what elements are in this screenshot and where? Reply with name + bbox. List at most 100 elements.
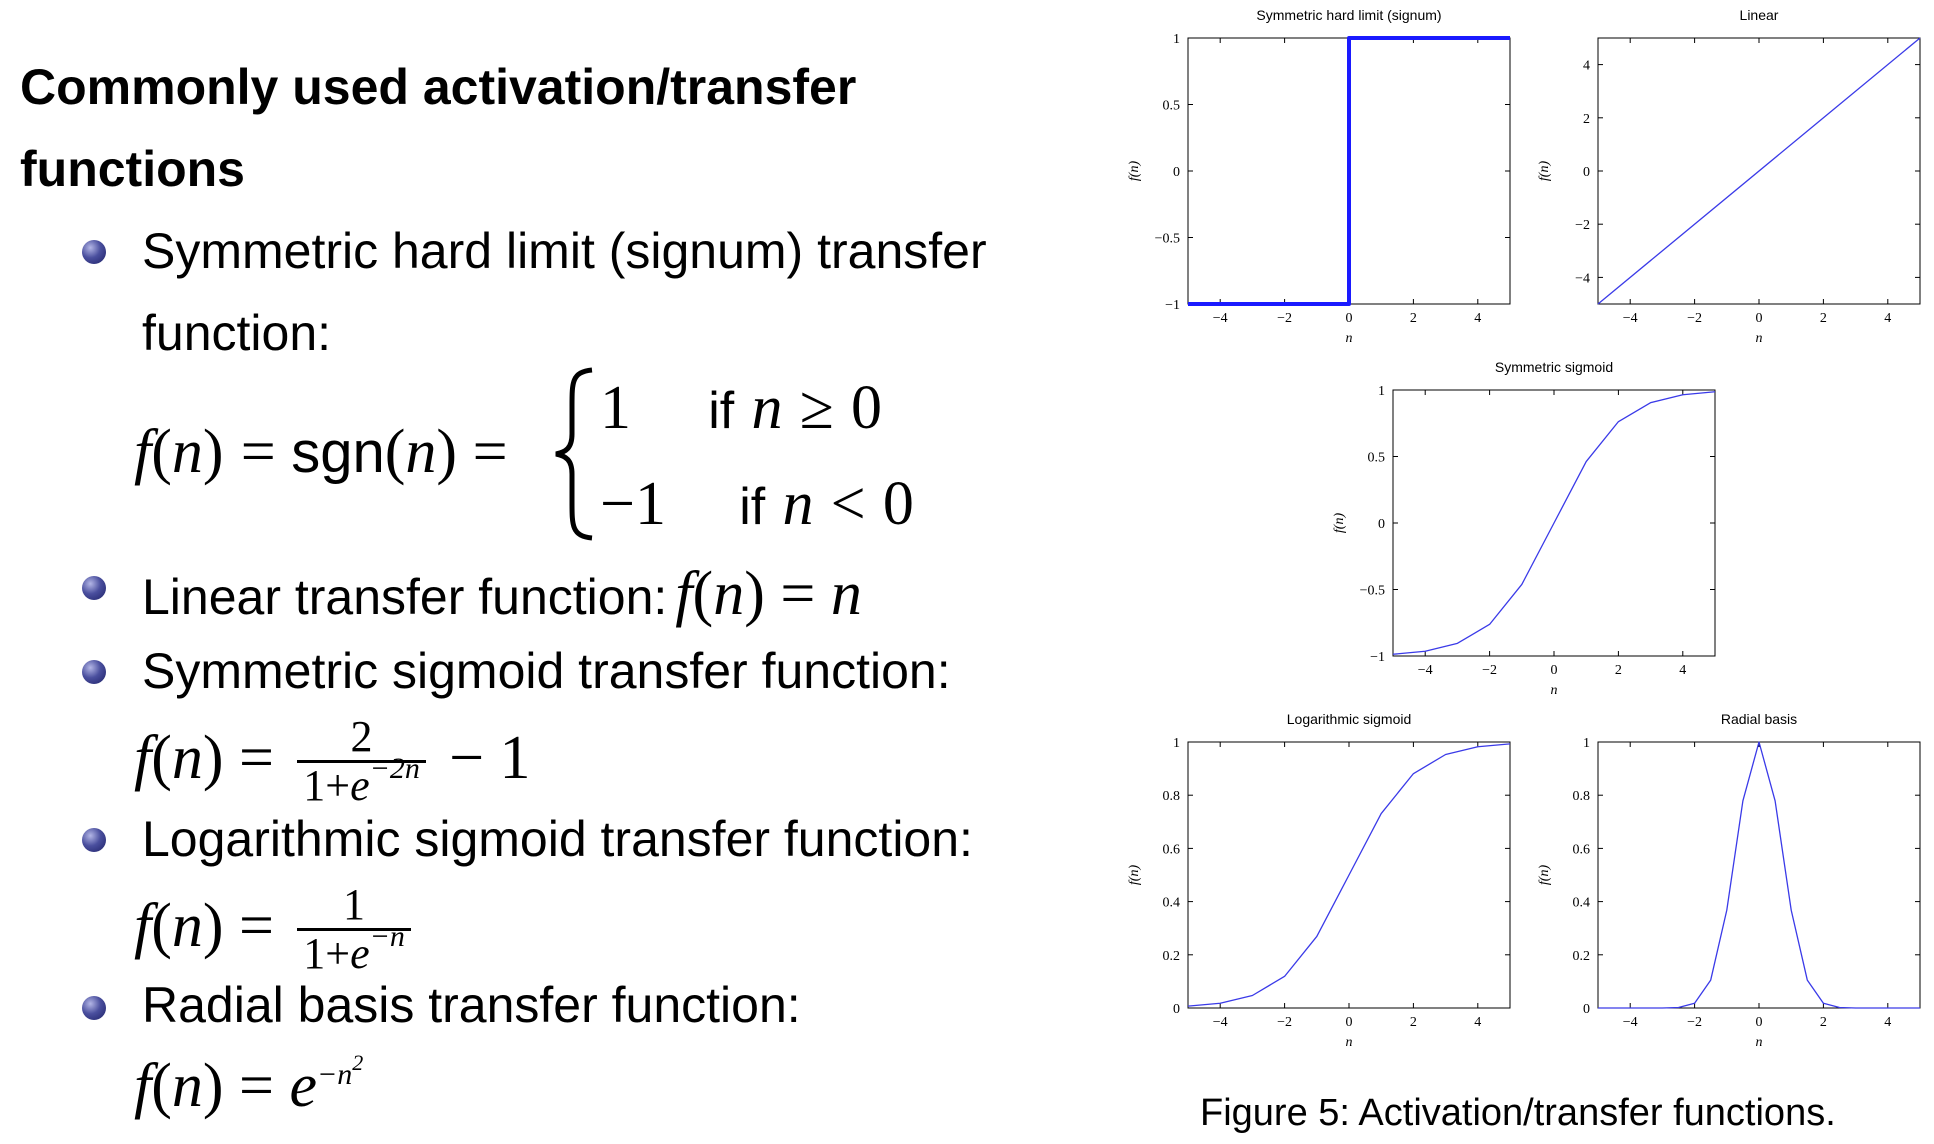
y-axis-label: f(n) [1332, 513, 1347, 534]
bullet-symmetric-sigmoid-text: Symmetric sigmoid transfer function: [142, 643, 951, 699]
x-tick-label: −2 [1277, 1015, 1292, 1030]
data-point [1726, 910, 1727, 911]
y-tick-label: 0.2 [1573, 949, 1591, 964]
y-axis-label: f(n) [1127, 865, 1142, 886]
series-line-linear [1597, 37, 1921, 305]
y-tick-label: 1 [1173, 32, 1180, 47]
y-tick-label: −0.5 [1360, 584, 1385, 599]
y-tick-label: 0 [1173, 165, 1180, 180]
y-tick-label: 0.6 [1163, 842, 1181, 857]
bullet-marker [82, 660, 106, 684]
x-tick-label: 2 [1410, 1015, 1417, 1030]
data-point [1791, 910, 1792, 911]
bullet-marker [82, 240, 106, 264]
x-tick-label: −4 [1418, 663, 1433, 678]
x-tick-label: 4 [1474, 311, 1481, 326]
data-point [1425, 651, 1426, 652]
series-line-radial-basis [1597, 741, 1921, 1009]
x-tick-label: −2 [1482, 663, 1497, 678]
y-tick-label: 0 [1583, 165, 1590, 180]
y-tick-label: 0.5 [1368, 451, 1386, 466]
x-axis-label: n [1756, 331, 1763, 346]
y-tick-label: 0 [1583, 1002, 1590, 1017]
x-tick-label: 0 [1756, 311, 1763, 326]
data-point [1521, 584, 1522, 585]
data-point [1252, 995, 1253, 996]
data-point [1597, 1007, 1598, 1008]
series-line-symmetric-sigmoid [1392, 391, 1716, 655]
y-tick-label: −2 [1575, 218, 1590, 233]
fraction: 1 1+e−n [297, 882, 411, 977]
data-point [1597, 303, 1598, 304]
x-axis-label: n [1346, 1035, 1353, 1050]
bullet-marker [82, 996, 106, 1020]
x-tick-label: 0 [1346, 1015, 1353, 1030]
x-tick-label: 2 [1410, 311, 1417, 326]
plot-frame [1597, 741, 1921, 1009]
data-point [1710, 979, 1711, 980]
chart-symmetric-sigmoid: Symmetric sigmoid −4 −2 0 2 4 −1 −0.5 0 0.5 1 n f(n) [1332, 359, 1716, 698]
activation-plots-svg: Symmetric hard limit (signum) −4 −2 0 2 4 −1 −0… [1127, 7, 1921, 1050]
x-tick-label: 0 [1551, 663, 1558, 678]
x-tick-label: 2 [1615, 663, 1622, 678]
x-tick-label: 2 [1820, 1015, 1827, 1030]
data-point [1807, 979, 1808, 980]
data-point [1694, 1003, 1695, 1004]
chart-title: Radial basis [1721, 711, 1797, 727]
activation-functions-figure: Symmetric hard limit (signum) −4 −2 0 2 4 −1 −0… [1100, 0, 1934, 1144]
data-point [1742, 800, 1743, 801]
x-tick-label: −2 [1687, 1015, 1702, 1030]
data-point [1758, 741, 1759, 742]
y-tick-label: 2 [1583, 112, 1590, 127]
x-tick-label: −4 [1213, 311, 1228, 326]
bullet-linear-text: Linear transfer function: f(n) = n [142, 560, 862, 628]
chart-log-sigmoid: Logarithmic sigmoid −4 −2 0 2 4 0 0.2 0.4 0.6 0.8 1… [1127, 711, 1511, 1050]
data-point [1823, 1003, 1824, 1004]
y-tick-label: 1 [1378, 384, 1385, 399]
data-point [1618, 421, 1619, 422]
data-point [1509, 37, 1510, 38]
data-point [1678, 1007, 1679, 1008]
y-tick-label: −0.5 [1155, 232, 1180, 247]
data-point [1187, 303, 1188, 304]
data-point [1220, 1003, 1221, 1004]
data-point [1348, 37, 1349, 38]
data-point [1509, 743, 1510, 744]
x-tick-label: −2 [1277, 311, 1292, 326]
y-tick-label: 0 [1173, 1002, 1180, 1017]
y-tick-label: 0.4 [1163, 896, 1181, 911]
x-tick-label: −4 [1213, 1015, 1228, 1030]
x-tick-label: −4 [1623, 311, 1638, 326]
formula-signum-case-1: 1 if n ≥ 0 [600, 374, 882, 442]
chart-title: Symmetric hard limit (signum) [1256, 7, 1441, 23]
data-point [1457, 643, 1458, 644]
data-point [1714, 391, 1715, 392]
bullet-marker [82, 576, 106, 600]
chart-title: Linear [1740, 7, 1779, 23]
data-point [1553, 522, 1554, 523]
slide-heading-line-2: functions [20, 141, 245, 197]
data-point [1381, 813, 1382, 814]
y-axis-label: f(n) [1127, 161, 1142, 182]
y-tick-label: 4 [1583, 59, 1590, 74]
bullet-log-sigmoid-text: Logarithmic sigmoid transfer function: [142, 811, 973, 867]
y-axis-label: f(n) [1537, 865, 1552, 886]
data-point [1284, 976, 1285, 977]
x-tick-label: −4 [1623, 1015, 1638, 1030]
x-tick-label: 2 [1820, 311, 1827, 326]
y-tick-label: 0.8 [1163, 789, 1181, 804]
y-tick-label: 0.6 [1573, 842, 1591, 857]
x-axis-label: n [1551, 683, 1558, 698]
series-line-log-sigmoid [1187, 743, 1511, 1007]
formula-symmetric-sigmoid: f(n) = 2 1+e−2n − 1 [134, 712, 531, 810]
x-axis-label: n [1756, 1035, 1763, 1050]
y-tick-label: −1 [1370, 650, 1385, 665]
data-point [1316, 936, 1317, 937]
y-tick-label: 0.5 [1163, 99, 1181, 114]
series-line-signum [1188, 36, 1510, 306]
fraction: 2 1+e−2n [297, 714, 426, 809]
slide-heading-line-1: Commonly used activation/transfer [20, 59, 857, 115]
data-point [1348, 874, 1349, 875]
y-tick-label: 1 [1173, 736, 1180, 751]
chart-title: Logarithmic sigmoid [1287, 711, 1412, 727]
